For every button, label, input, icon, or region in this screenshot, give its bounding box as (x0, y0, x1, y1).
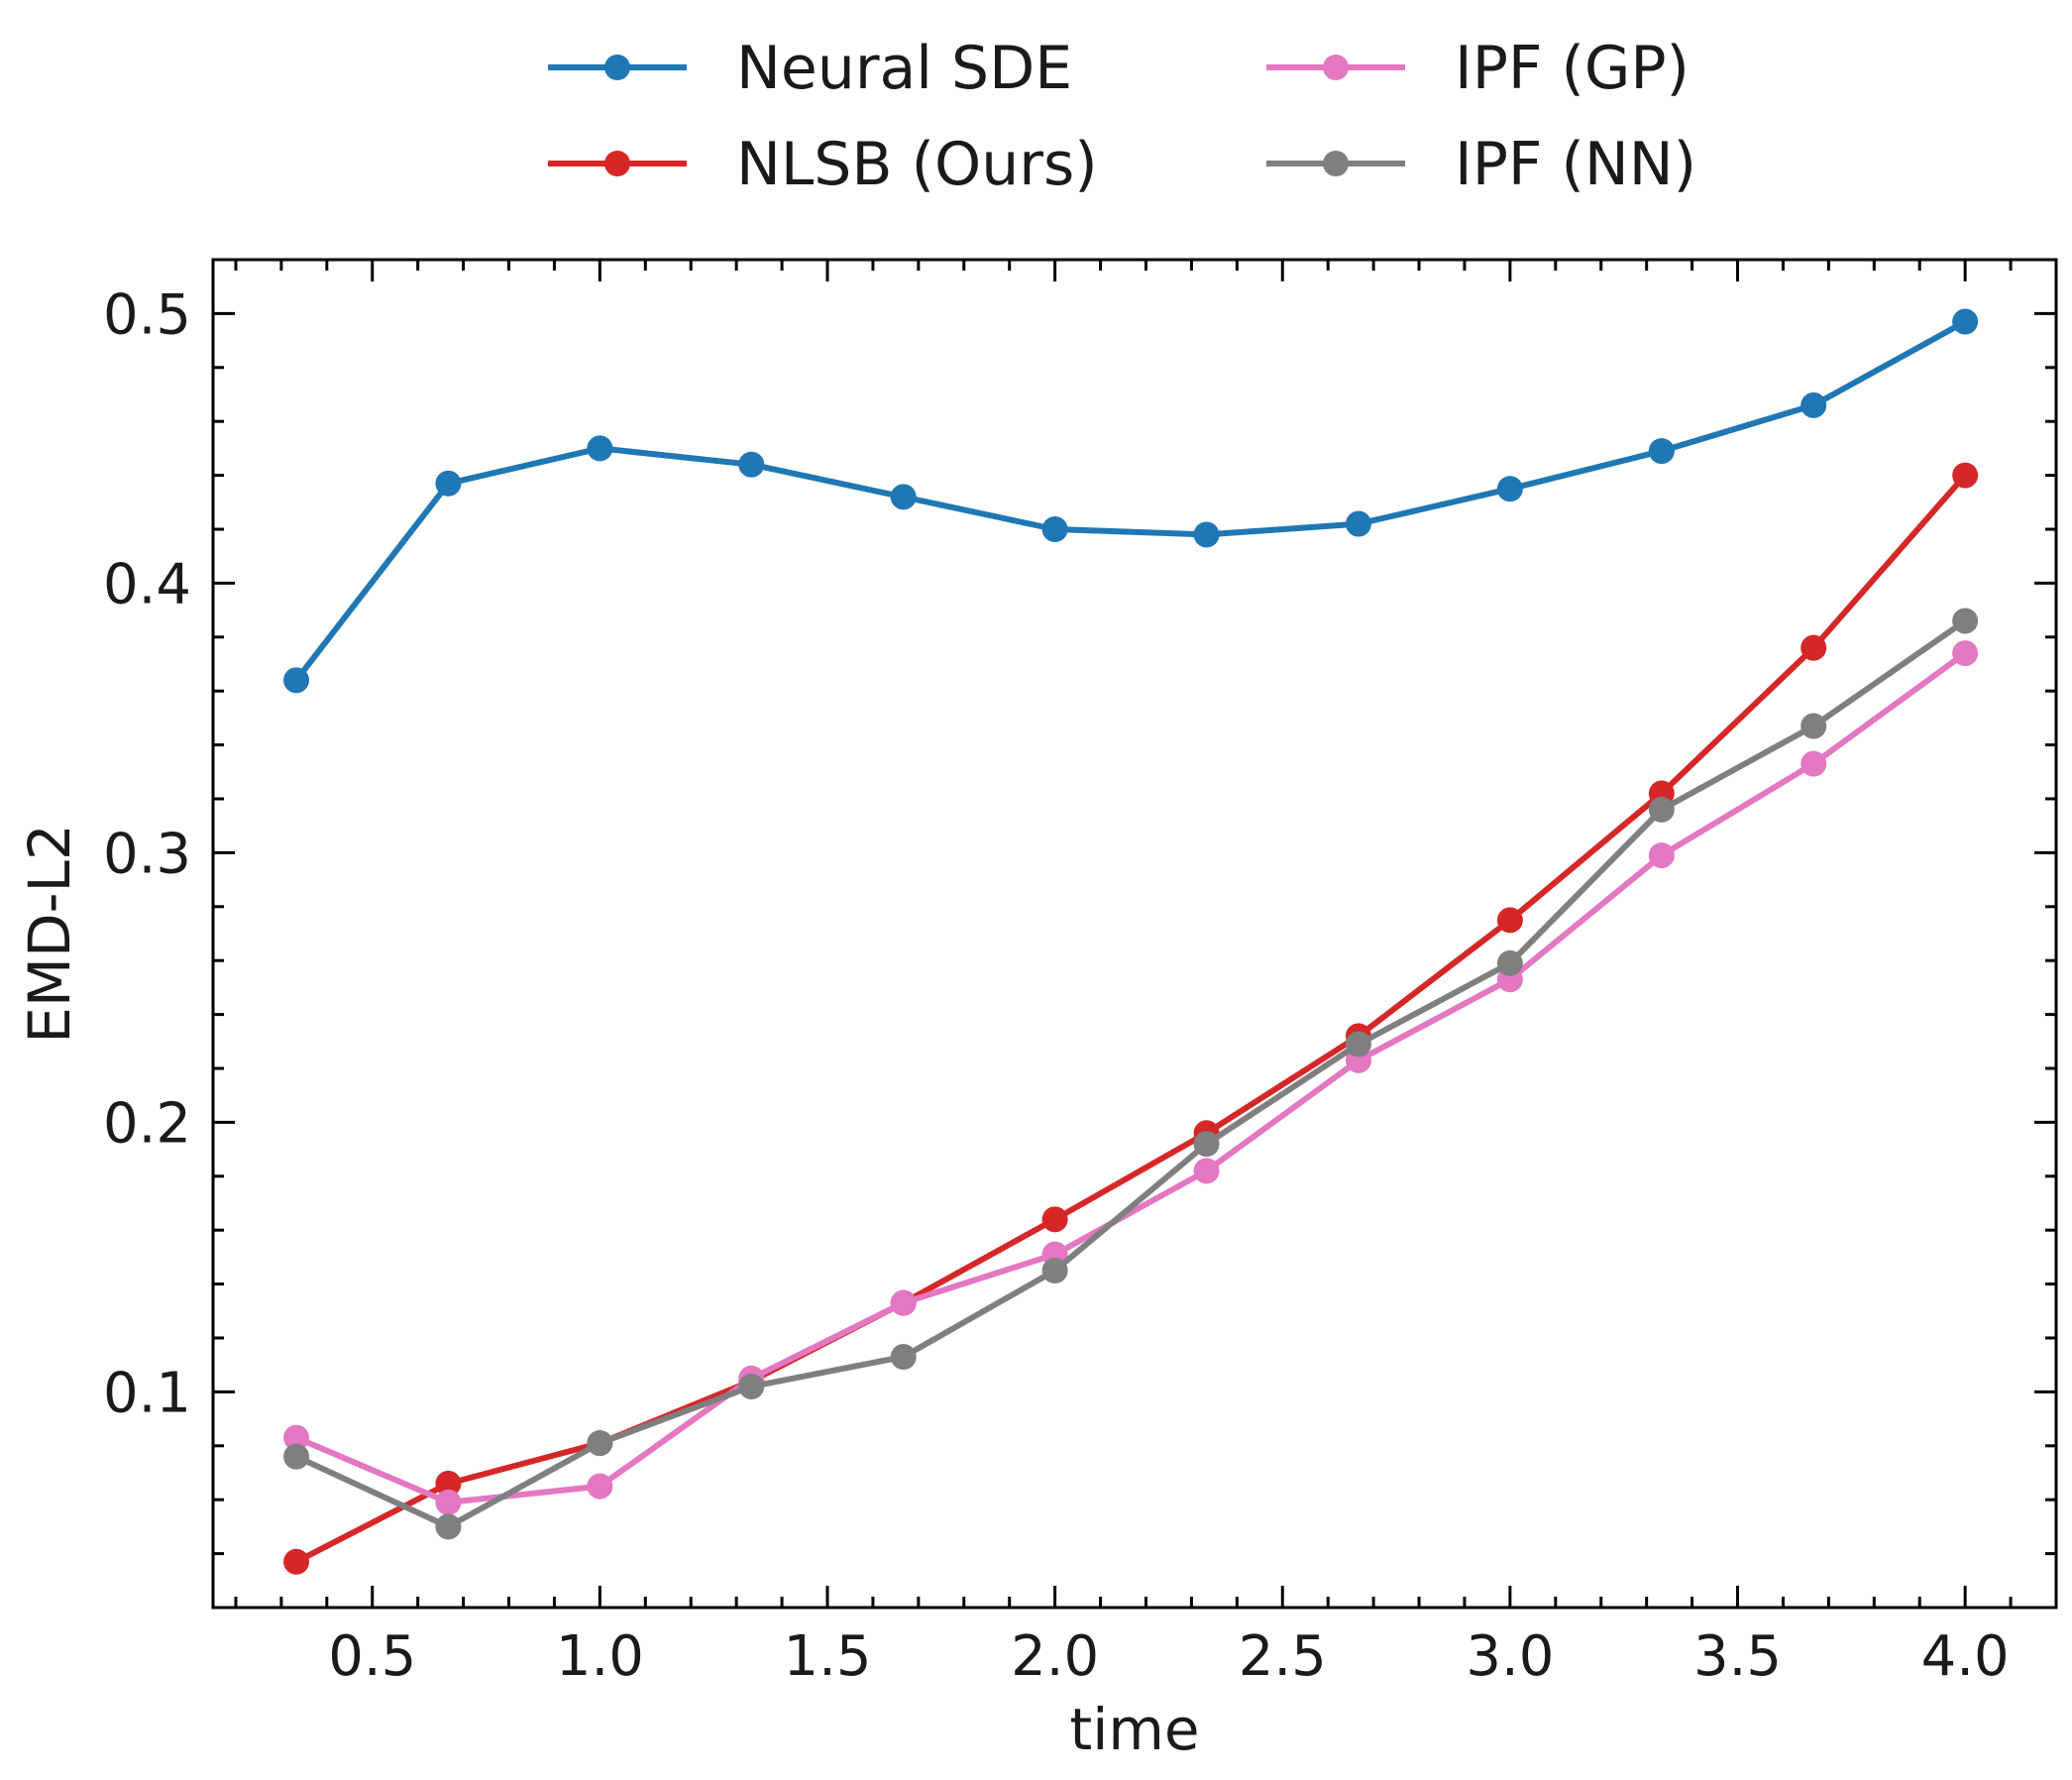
y-tick-label: 0.5 (103, 282, 191, 347)
y-axis-label: EMD-L2 (16, 824, 83, 1044)
data-point (1496, 949, 1523, 976)
data-point (1800, 713, 1827, 739)
data-point (1952, 462, 1979, 489)
data-point (1800, 750, 1827, 777)
legend-label: Neural SDE (736, 34, 1072, 103)
data-point (1041, 516, 1068, 542)
plot-area: 0.5 1.0 1.5 2.0 2.5 3.0 3.5 4.0 0.1 0.2 0.3 0.4 0.5 (103, 258, 2058, 1689)
data-point (1800, 391, 1827, 418)
data-point (738, 1373, 765, 1399)
axis-ticks: 0.5 1.0 1.5 2.0 2.5 3.0 3.5 4.0 0.1 0.2 0.3 0.4 0.5 (103, 258, 2058, 1689)
y-tick-label: 0.2 (103, 1091, 191, 1156)
series-ipf-nn (283, 608, 1979, 1540)
data-point (1648, 796, 1675, 823)
data-point (435, 1489, 462, 1515)
plot-frame (211, 258, 2058, 1610)
data-point (283, 1424, 310, 1451)
data-point (587, 1473, 613, 1500)
data-point (283, 1548, 310, 1575)
legend-item: IPF (NN) (1266, 130, 1696, 199)
series-layer (283, 308, 1979, 1575)
legend-item: IPF (GP) (1266, 34, 1690, 103)
data-point (1952, 608, 1979, 634)
x-tick-label: 2.0 (1011, 1624, 1099, 1689)
x-axis-label: time (1069, 1696, 1199, 1763)
data-point (1345, 1031, 1371, 1057)
data-point (1193, 521, 1220, 548)
data-point (435, 470, 462, 497)
data-point (1193, 1158, 1220, 1184)
data-point (283, 1443, 310, 1470)
data-point (283, 667, 310, 694)
series-neural-sde (283, 308, 1979, 694)
legend-swatch-marker (1323, 151, 1349, 176)
data-point (890, 1289, 917, 1316)
x-tick-label: 3.5 (1693, 1624, 1782, 1689)
series-line (293, 318, 1967, 683)
data-point (1952, 308, 1979, 335)
data-point (1496, 476, 1523, 502)
legend: Neural SDE NLSB (Ours) IPF (GP) IPF (NN) (548, 34, 1696, 199)
legend-label: IPF (GP) (1455, 34, 1690, 103)
x-tick-label: 1.5 (783, 1624, 871, 1689)
y-tick-label: 0.3 (103, 822, 191, 886)
data-point (1648, 842, 1675, 869)
series-line (294, 618, 1967, 1530)
data-point (1496, 907, 1523, 934)
data-point (1345, 510, 1371, 537)
x-tick-label: 0.5 (328, 1624, 416, 1689)
series-line (294, 650, 1967, 1505)
data-point (890, 484, 917, 510)
legend-swatch-marker (1323, 55, 1349, 80)
y-tick-label: 0.1 (103, 1361, 191, 1425)
legend-item: Neural SDE (548, 34, 1072, 103)
legend-swatch-marker (604, 151, 630, 176)
data-point (1648, 438, 1675, 465)
legend-item: NLSB (Ours) (548, 130, 1098, 199)
data-point (1041, 1206, 1068, 1233)
legend-label: NLSB (Ours) (736, 130, 1098, 199)
x-tick-label: 2.5 (1239, 1624, 1327, 1689)
legend-label: IPF (NN) (1455, 130, 1696, 199)
data-point (587, 1430, 613, 1457)
data-point (1800, 634, 1827, 661)
data-point (435, 1513, 462, 1540)
series-nlsb-ours (283, 462, 1979, 1575)
x-tick-label: 3.0 (1466, 1624, 1554, 1689)
series-line (294, 473, 1968, 1565)
data-point (1041, 1258, 1068, 1283)
data-point (1193, 1131, 1220, 1158)
x-tick-label: 1.0 (556, 1624, 644, 1689)
data-point (1952, 640, 1979, 667)
data-point (435, 1470, 462, 1497)
data-point (587, 435, 613, 462)
y-tick-label: 0.4 (103, 552, 191, 616)
x-tick-label: 4.0 (1921, 1624, 2010, 1689)
legend-swatch-marker (604, 55, 630, 80)
data-point (890, 1344, 917, 1371)
data-point (738, 451, 765, 478)
series-ipf-gp (283, 640, 1979, 1515)
